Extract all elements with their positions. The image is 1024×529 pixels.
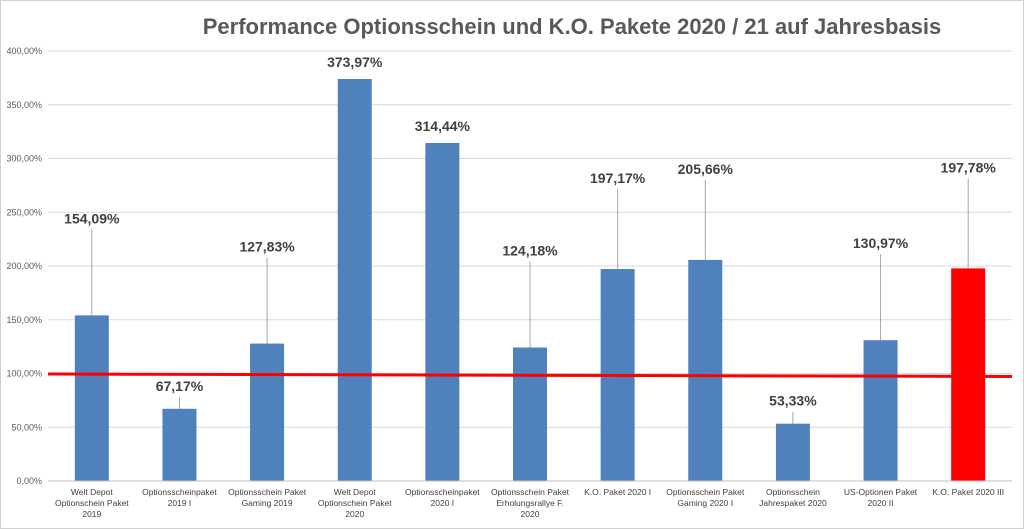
- bar: [162, 408, 197, 481]
- data-label: 124,18%: [502, 243, 558, 259]
- bar: [775, 423, 810, 481]
- data-label: 205,66%: [678, 161, 734, 177]
- chart-title: Performance Optionsschein und K.O. Paket…: [202, 14, 942, 39]
- data-label: 127,83%: [239, 239, 295, 255]
- y-tick-label: 0,00%: [16, 476, 42, 486]
- data-label: 130,97%: [853, 235, 909, 251]
- reference-line: [47, 372, 1013, 378]
- y-tick-label: 400,00%: [6, 46, 42, 56]
- data-label: 314,44%: [415, 118, 471, 134]
- bar: [74, 315, 109, 481]
- x-tick-label: Optionsscheinpaket 2019 I: [142, 487, 217, 508]
- x-tick-label: Optionsschein Paket Gaming 2020 I: [666, 487, 745, 508]
- bar: [513, 347, 547, 481]
- x-tick-label: Optionsschein Jahrespaket 2020: [759, 487, 827, 508]
- y-tick-label: 150,00%: [6, 315, 42, 325]
- y-tick-label: 350,00%: [6, 100, 42, 110]
- bar: [250, 343, 285, 481]
- x-tick-label: Optionsscheinpaket 2020 I: [405, 487, 480, 508]
- y-tick-label: 300,00%: [6, 154, 42, 164]
- data-label: 67,17%: [156, 378, 204, 394]
- data-label: 154,09%: [64, 210, 120, 226]
- x-tick-label: US-Optionen Paket 2020 II: [844, 487, 918, 508]
- bar: [863, 340, 898, 481]
- x-tick-label: Optionsschein Paket Erholungsrallye F. 202…: [491, 487, 570, 519]
- x-tick-label: K.O. Paket 2020 III: [932, 487, 1004, 497]
- x-tick-label: Optionsschein Paket Gaming 2019: [228, 487, 307, 508]
- y-tick-label: 250,00%: [6, 207, 42, 217]
- x-tick-label: K.O. Paket 2020 I: [584, 487, 651, 497]
- y-tick-label: 50,00%: [11, 422, 42, 432]
- x-tick-label: Welt Depot Optionschein Paket 2020: [318, 487, 392, 519]
- data-label: 197,17%: [590, 170, 646, 186]
- data-label: 373,97%: [327, 54, 383, 70]
- bar: [425, 142, 460, 482]
- data-label: 53,33%: [769, 393, 817, 409]
- data-label: 197,78%: [941, 159, 997, 175]
- bar: [951, 268, 986, 481]
- bar: [688, 259, 723, 481]
- y-tick-label: 200,00%: [6, 261, 42, 271]
- bar: [337, 78, 372, 482]
- x-tick-label: Welt Depot Optionschein Paket 2019: [55, 487, 129, 519]
- y-tick-label: 100,00%: [6, 369, 42, 379]
